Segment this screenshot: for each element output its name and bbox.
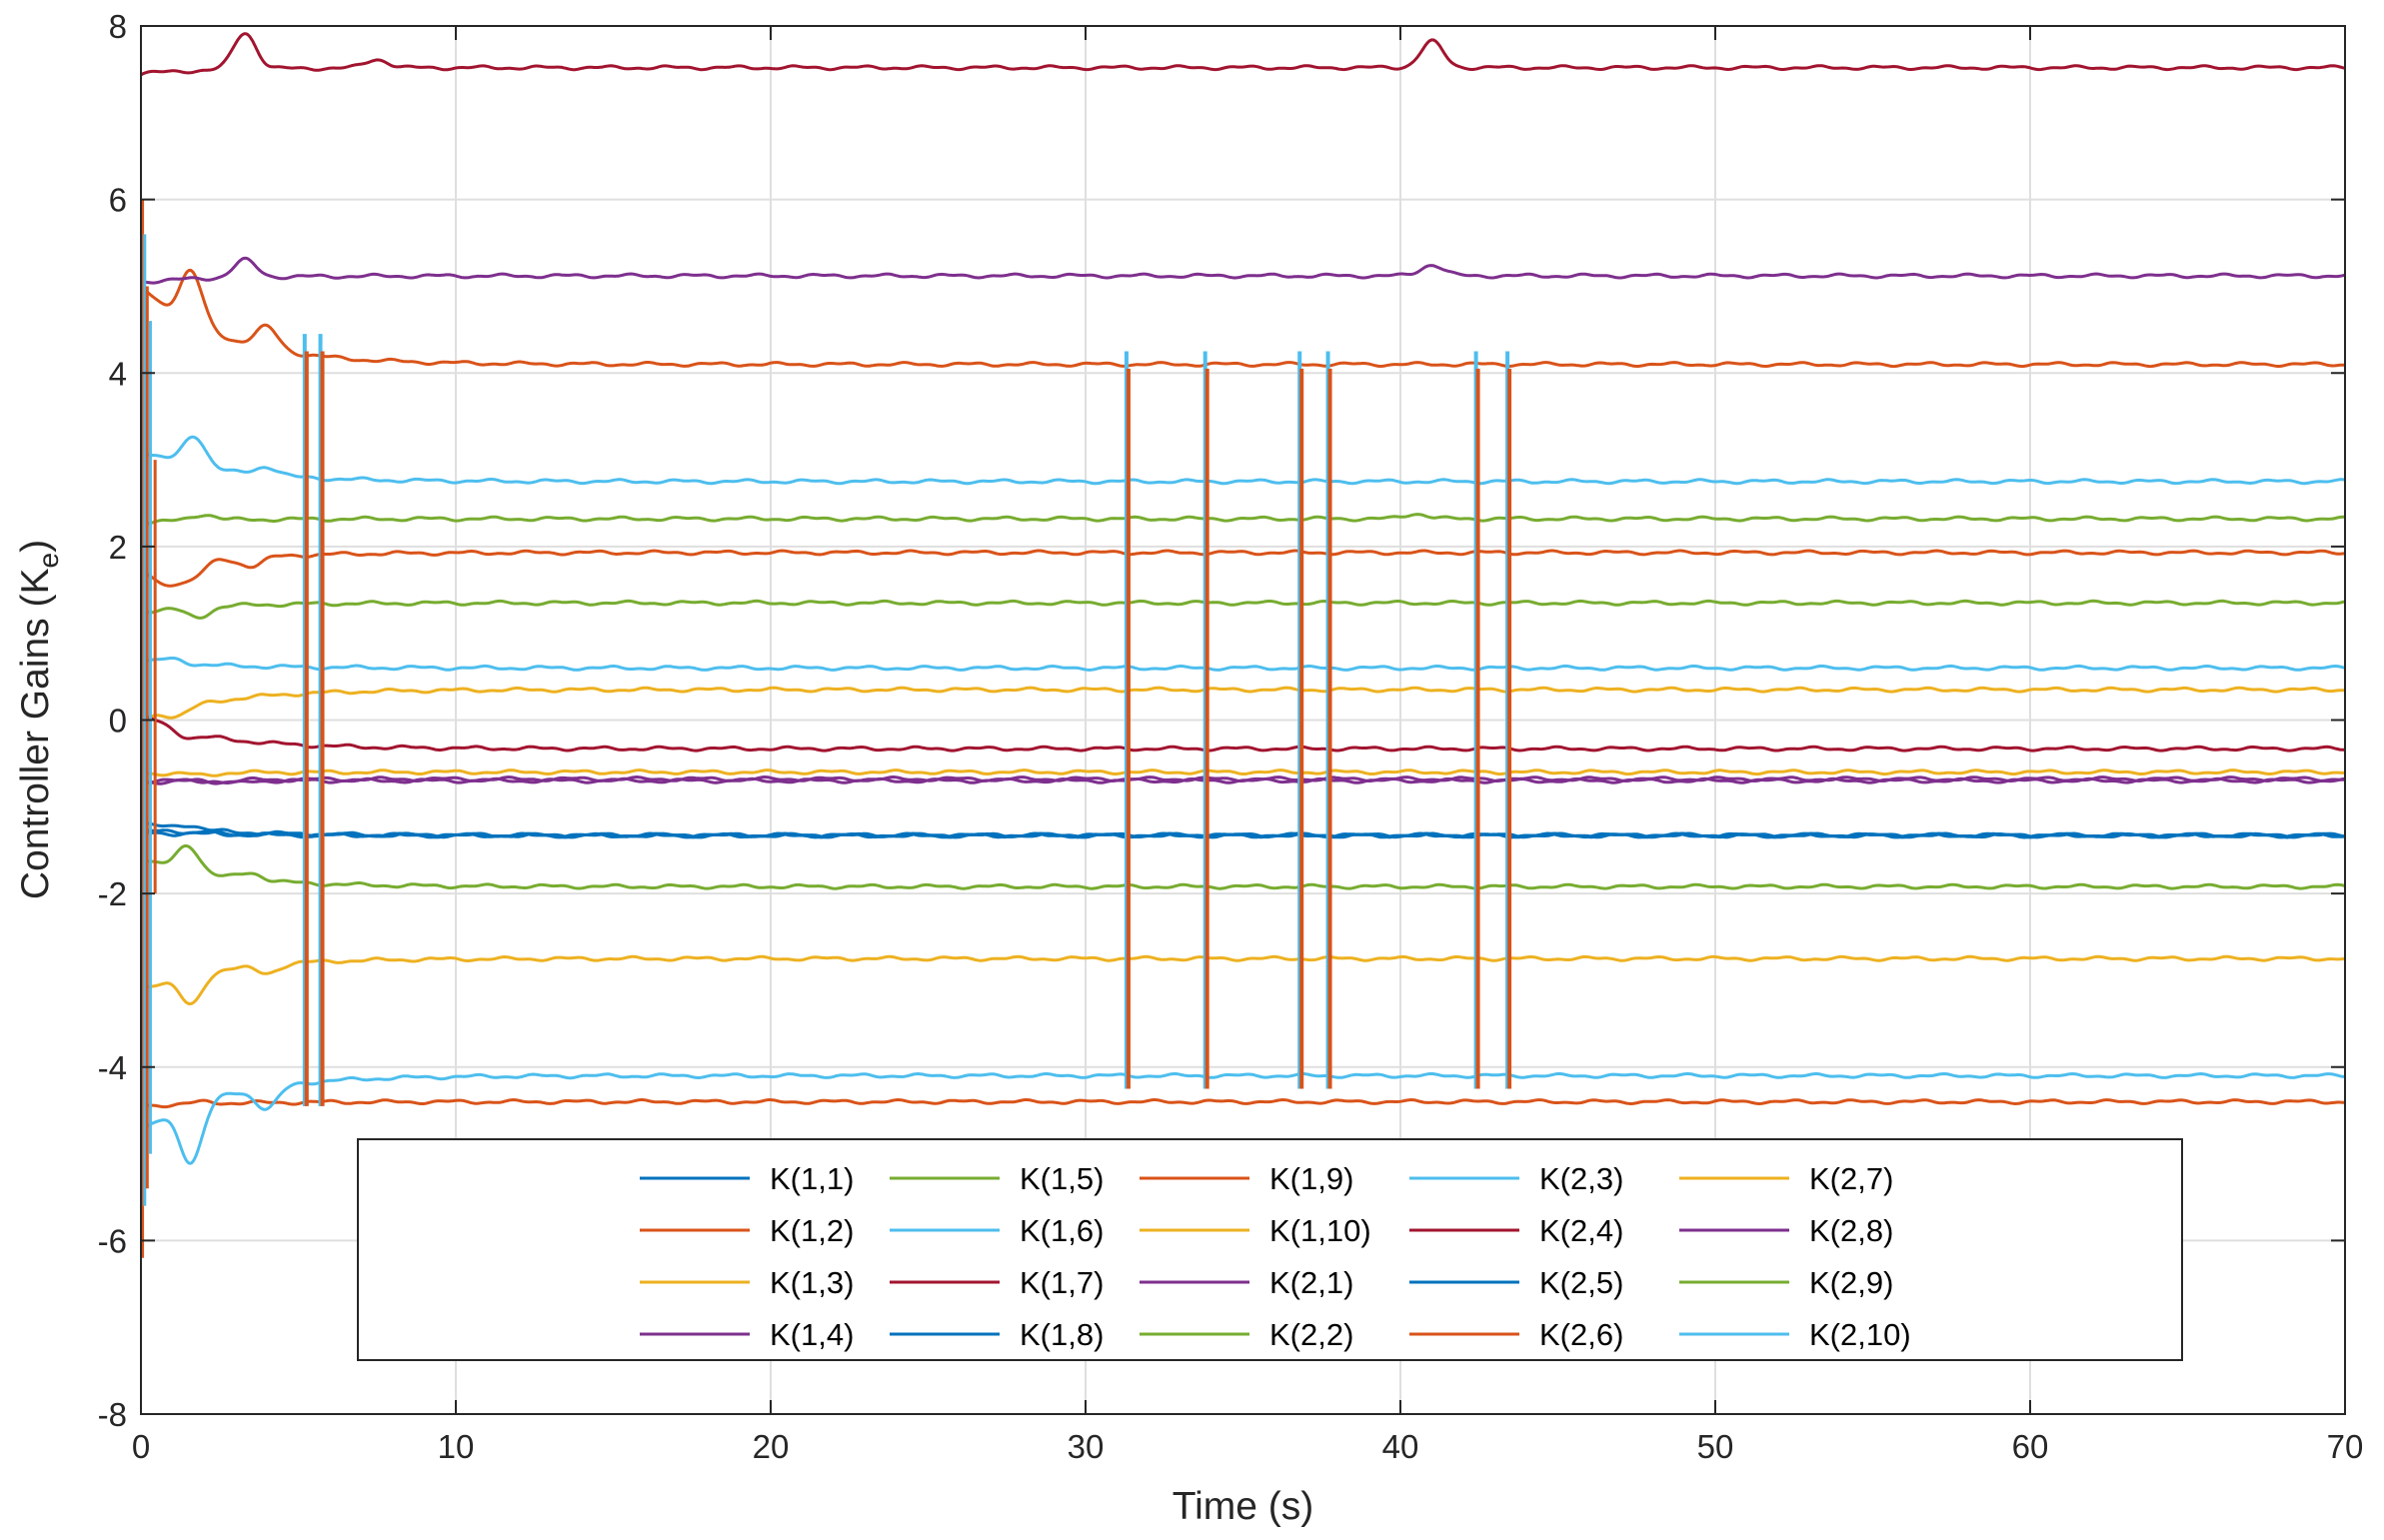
series-line-K(1,9) — [141, 268, 2345, 369]
legend-label: K(2,6) — [1539, 1317, 1623, 1352]
legend-label: K(1,2) — [770, 1213, 854, 1248]
y-tick-label: 2 — [109, 529, 127, 566]
legend-label: K(1,7) — [1020, 1265, 1104, 1300]
x-axis-label: Time (s) — [1173, 1485, 1314, 1528]
y-tick-label: 4 — [109, 355, 127, 392]
series-line-K(2,4) — [141, 716, 2345, 753]
y-axis-label-close: ) — [14, 540, 57, 553]
legend-label: K(1,3) — [770, 1265, 854, 1300]
legend-label: K(1,8) — [1020, 1317, 1104, 1352]
series-line-K(1,7) — [141, 32, 2345, 76]
series-line-K(1,6) — [141, 435, 2345, 486]
ticks: 0 10 20 30 40 50 60 70 -8 -6 -4 -2 0 2 4 6 8 — [98, 8, 2364, 1465]
series-line-K(1,5) — [141, 599, 2345, 620]
legend-label: K(2,5) — [1539, 1265, 1623, 1300]
legend-label: K(2,4) — [1539, 1213, 1623, 1248]
x-tick-label: 10 — [438, 1428, 475, 1465]
series-line-K(2,2) — [141, 513, 2345, 526]
y-axis-label: Controller Gains (Ke) — [14, 540, 64, 899]
x-tick-label: 50 — [1697, 1428, 1734, 1465]
y-tick-label: -6 — [98, 1222, 127, 1259]
legend-label: K(2,1) — [1269, 1265, 1353, 1300]
legend-label: K(1,9) — [1269, 1161, 1353, 1196]
y-tick-label: 6 — [109, 182, 127, 219]
y-axis-label-main: Controller Gains (K — [14, 568, 57, 899]
legend-label: K(1,1) — [770, 1161, 854, 1196]
series-line-K(2,8) — [141, 776, 2345, 784]
y-axis-label-subscript: e — [33, 553, 64, 569]
legend: K(1,1) K(1,2) K(1,3) K(1,4) K(1,5) K(1,6) K(1,… — [357, 1138, 2183, 1361]
series-lines — [141, 32, 2345, 1258]
legend-label: K(2,9) — [1809, 1265, 1893, 1300]
x-tick-label: 40 — [1382, 1428, 1419, 1465]
x-tick-label: 20 — [753, 1428, 790, 1465]
series-line-K(1,3) — [141, 686, 2345, 722]
series-line-K(2,7) — [141, 954, 2345, 1005]
series-line-K(2,1) — [141, 256, 2345, 285]
legend-label: K(1,6) — [1020, 1213, 1104, 1248]
legend-label: K(1,4) — [770, 1317, 854, 1352]
y-tick-label: -2 — [98, 875, 127, 912]
legend-label: K(2,7) — [1809, 1161, 1893, 1196]
x-tick-label: 60 — [2012, 1428, 2049, 1465]
x-tick-label: 30 — [1068, 1428, 1105, 1465]
series-line-K(2,10) — [141, 1071, 2345, 1165]
series-line-K(2,6) — [141, 1097, 2345, 1109]
legend-label: K(1,10) — [1269, 1213, 1371, 1248]
legend-label: K(1,5) — [1020, 1161, 1104, 1196]
legend-label: K(2,3) — [1539, 1161, 1623, 1196]
x-tick-label: 70 — [2327, 1428, 2364, 1465]
legend-label: K(2,2) — [1269, 1317, 1353, 1352]
y-tick-label: 8 — [109, 8, 127, 45]
legend-label: K(2,8) — [1809, 1213, 1893, 1248]
series-line-K(2,3) — [141, 657, 2345, 672]
legend-box — [357, 1138, 2183, 1361]
x-tick-label: 0 — [132, 1428, 150, 1465]
y-tick-label: 0 — [109, 703, 127, 740]
y-tick-label: -8 — [98, 1396, 127, 1433]
series-line-K(1,2) — [141, 549, 2345, 588]
series-line-K(2,5) — [141, 829, 2345, 839]
series-line-K(2,9) — [141, 843, 2345, 890]
y-tick-label: -4 — [98, 1049, 127, 1086]
series-line-K(1,10) — [141, 769, 2345, 777]
legend-label: K(2,10) — [1809, 1317, 1911, 1352]
